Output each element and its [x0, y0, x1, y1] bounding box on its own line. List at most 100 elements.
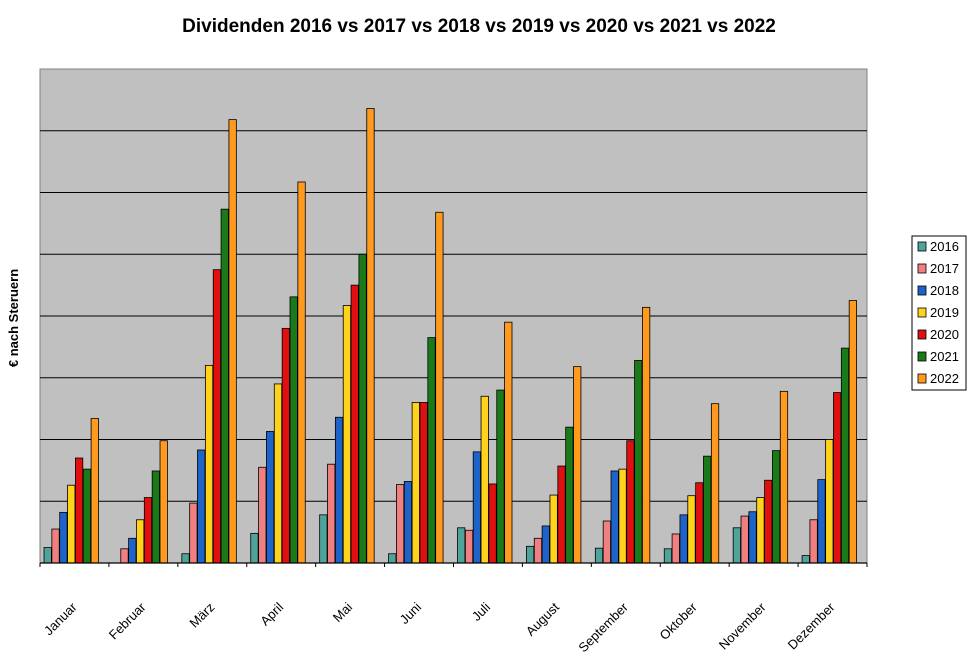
- bar-2019-oktober: [687, 495, 696, 564]
- x-tick-label: März: [186, 600, 217, 631]
- bar-2021-januar: [82, 468, 92, 564]
- bar-2022-dezember: [848, 300, 857, 564]
- legend-label-2020: 2020: [930, 327, 959, 342]
- bar-2021-april: [289, 296, 298, 564]
- bar-2021-oktober: [703, 455, 712, 564]
- bar-2020-februar: [143, 497, 153, 564]
- bar-2016-mai: [319, 514, 328, 564]
- bar-2018-juni: [403, 481, 413, 564]
- bar-2021-september: [634, 360, 643, 564]
- x-tick-label: September: [575, 599, 631, 655]
- bar-2016-november: [732, 527, 741, 564]
- bar-2018-november: [748, 511, 757, 564]
- bar-2019-april: [273, 383, 283, 564]
- x-tick-label: Februar: [106, 599, 149, 642]
- bar-2022-januar: [90, 418, 99, 564]
- bar-2020-januar: [75, 457, 84, 564]
- legend-label-2017: 2017: [930, 261, 959, 276]
- bar-2020-mai: [350, 284, 359, 564]
- x-tick-label: November: [716, 599, 769, 652]
- bar-2021-juli: [496, 389, 505, 564]
- x-tick-label: Juni: [397, 599, 425, 627]
- legend-swatch-2016: [917, 241, 927, 252]
- legend-label-2018: 2018: [930, 283, 959, 298]
- bar-2022-mai: [366, 108, 375, 564]
- bar-2020-oktober: [695, 482, 704, 564]
- bar-2018-märz: [197, 449, 206, 564]
- bar-2017-november: [740, 515, 749, 564]
- x-tick-label: Dezember: [785, 599, 838, 652]
- bar-2022-november: [779, 390, 789, 564]
- bar-2016-märz: [181, 553, 190, 564]
- bar-2020-april: [281, 327, 290, 564]
- chart-title: Dividenden 2016 vs 2017 vs 2018 vs 2019 …: [182, 16, 776, 37]
- legend-label-2022: 2022: [930, 371, 959, 386]
- bar-2017-juli: [464, 529, 474, 564]
- bar-2017-januar: [51, 528, 60, 564]
- bar-2019-märz: [204, 364, 214, 564]
- bar-2018-april: [266, 431, 275, 564]
- x-tick-label: Juli: [469, 599, 493, 623]
- bar-2016-dezember: [801, 555, 810, 564]
- bar-2018-mai: [334, 416, 344, 564]
- x-tick-label: Mai: [330, 599, 355, 624]
- bar-2020-dezember: [833, 392, 842, 564]
- bar-2022-juni: [435, 211, 444, 564]
- bar-2017-dezember: [809, 519, 818, 564]
- bar-2022-juli: [504, 321, 513, 564]
- bar-2022-september: [642, 306, 651, 564]
- bar-2021-august: [565, 426, 574, 564]
- bar-2017-februar: [120, 548, 129, 564]
- bar-2018-januar: [59, 511, 68, 564]
- bar-2020-juni: [419, 402, 428, 564]
- bar-2020-september: [626, 440, 635, 564]
- x-tick-labels: Januar Februar März April Mai Juni Juli August S…: [41, 599, 838, 655]
- bar-2019-november: [756, 497, 765, 564]
- legend-label-2016: 2016: [930, 239, 959, 254]
- legend-label-2019: 2019: [930, 305, 959, 320]
- bar-2016-august: [526, 545, 535, 564]
- legend-swatch-2019: [917, 307, 927, 318]
- bar-2022-august: [573, 366, 582, 564]
- bar-2019-september: [618, 468, 627, 564]
- bar-2020-juli: [488, 483, 497, 564]
- bar-2017-oktober: [671, 533, 680, 564]
- bar-2016-april: [250, 532, 259, 564]
- legend-label-2021: 2021: [930, 349, 959, 364]
- bar-2017-april: [258, 466, 267, 564]
- bar-2016-juli: [457, 527, 466, 564]
- bar-2019-juli: [480, 395, 489, 564]
- bar-2022-februar: [159, 440, 168, 564]
- bar-2019-dezember: [825, 439, 834, 564]
- bar-2017-märz: [189, 502, 198, 564]
- bar-2021-februar: [151, 470, 160, 564]
- bar-2016-juni: [388, 553, 397, 564]
- bar-2020-märz: [212, 269, 222, 564]
- gridlines: [40, 130, 867, 502]
- bar-2020-august: [557, 465, 566, 564]
- bar-2017-mai: [327, 463, 336, 564]
- bar-2016-oktober: [663, 548, 673, 564]
- legend-swatch-2022: [917, 373, 927, 384]
- bar-2021-november: [772, 450, 781, 564]
- bar-2017-september: [602, 520, 611, 564]
- x-axis: [39, 562, 868, 567]
- x-tick-label: Oktober: [657, 599, 701, 643]
- bar-2021-juni: [427, 337, 436, 564]
- bar-2022-april: [297, 181, 306, 564]
- bar-2019-juni: [411, 402, 420, 564]
- legend: 2016 2017 2018 2019 2020 2021 2022: [911, 235, 967, 391]
- bar-2018-juli: [472, 451, 482, 564]
- x-tick-label: April: [257, 599, 286, 628]
- bar-2019-mai: [342, 305, 352, 564]
- bar-2016-september: [594, 547, 604, 564]
- x-tick-label: August: [523, 599, 562, 638]
- y-axis-label: € nach Steruern: [6, 269, 21, 367]
- bar-2022-märz: [228, 119, 237, 564]
- legend-swatch-2017: [917, 263, 927, 274]
- bar-2017-juni: [396, 484, 405, 564]
- bar-2018-september: [610, 470, 619, 564]
- legend-swatch-2020: [917, 329, 927, 340]
- x-tick-label: Januar: [41, 599, 80, 638]
